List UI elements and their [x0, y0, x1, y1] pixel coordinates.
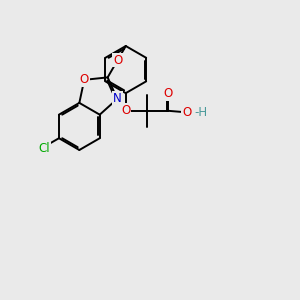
- Text: -H: -H: [195, 106, 208, 119]
- Text: O: O: [113, 53, 122, 67]
- Text: O: O: [182, 106, 192, 119]
- Text: N: N: [113, 92, 122, 105]
- Text: O: O: [121, 104, 130, 117]
- Text: O: O: [80, 73, 89, 86]
- Text: O: O: [164, 87, 173, 100]
- Text: Cl: Cl: [38, 142, 50, 155]
